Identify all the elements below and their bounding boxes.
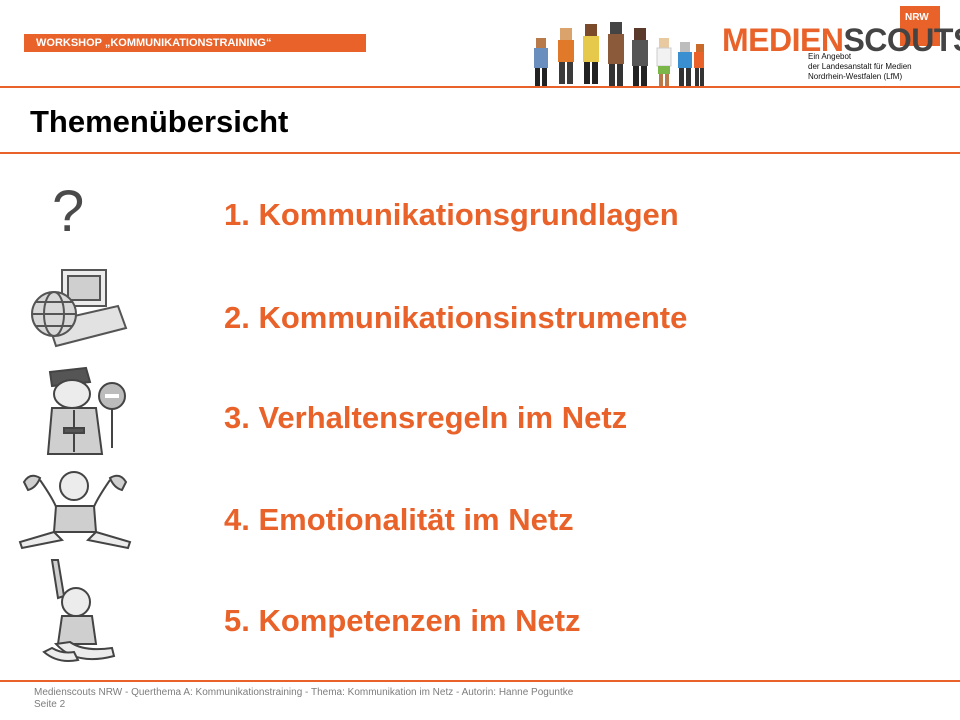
footer-credits: Medienscouts NRW - Querthema A: Kommunik… xyxy=(34,687,574,698)
topic-item-5: 5. Kompetenzen im Netz xyxy=(224,603,581,638)
brand-subtitle-3: Nordrhein-Westfalen (LfM) xyxy=(808,72,903,81)
topic-item-4: 4. Emotionalität im Netz xyxy=(224,502,574,537)
brand-subtitle-1: Ein Angebot xyxy=(808,52,852,61)
pixel-person-5 xyxy=(632,28,648,86)
pixel-person-7 xyxy=(678,42,692,86)
pixel-person-1 xyxy=(534,38,548,86)
brand-subtitle-2: der Landesanstalt für Medien xyxy=(808,62,912,71)
pixel-person-3 xyxy=(583,24,599,84)
topic-item-3: 3. Verhaltensregeln im Netz xyxy=(224,400,628,435)
child-splits-icon xyxy=(18,471,132,550)
title-divider xyxy=(0,152,960,154)
workshop-label: WORKSHOP „KOMMUNIKATIONSTRAINING“ xyxy=(36,37,272,49)
page-number: Seite 2 xyxy=(34,699,66,710)
brand-name-part1: MEDIEN xyxy=(722,22,844,58)
brand-badge-label: NRW xyxy=(905,12,929,23)
pixel-person-2 xyxy=(558,28,574,84)
police-officer-stop-icon xyxy=(46,366,126,455)
pixel-person-8 xyxy=(694,44,704,86)
pixel-person-6 xyxy=(656,38,672,86)
footer-divider xyxy=(0,680,960,682)
computer-globe-icon xyxy=(31,269,128,348)
workshop-banner xyxy=(24,34,366,52)
brand-logo: MEDIENSCOUTS xyxy=(722,22,960,59)
brand-badge xyxy=(900,6,940,46)
brand-name-part2: SCOUTS xyxy=(843,22,960,58)
topic-item-1: 1. Kommunikationsgrundlagen xyxy=(224,197,679,232)
page-title: Themenübersicht xyxy=(30,104,289,139)
child-raising-hand-icon xyxy=(42,559,116,662)
pixel-people-illustration xyxy=(534,22,704,86)
header-divider xyxy=(0,86,960,88)
question-mark-icon: ? xyxy=(52,179,85,244)
pixel-person-4 xyxy=(608,22,624,86)
topic-item-2: 2. Kommunikationsinstrumente xyxy=(224,300,688,335)
